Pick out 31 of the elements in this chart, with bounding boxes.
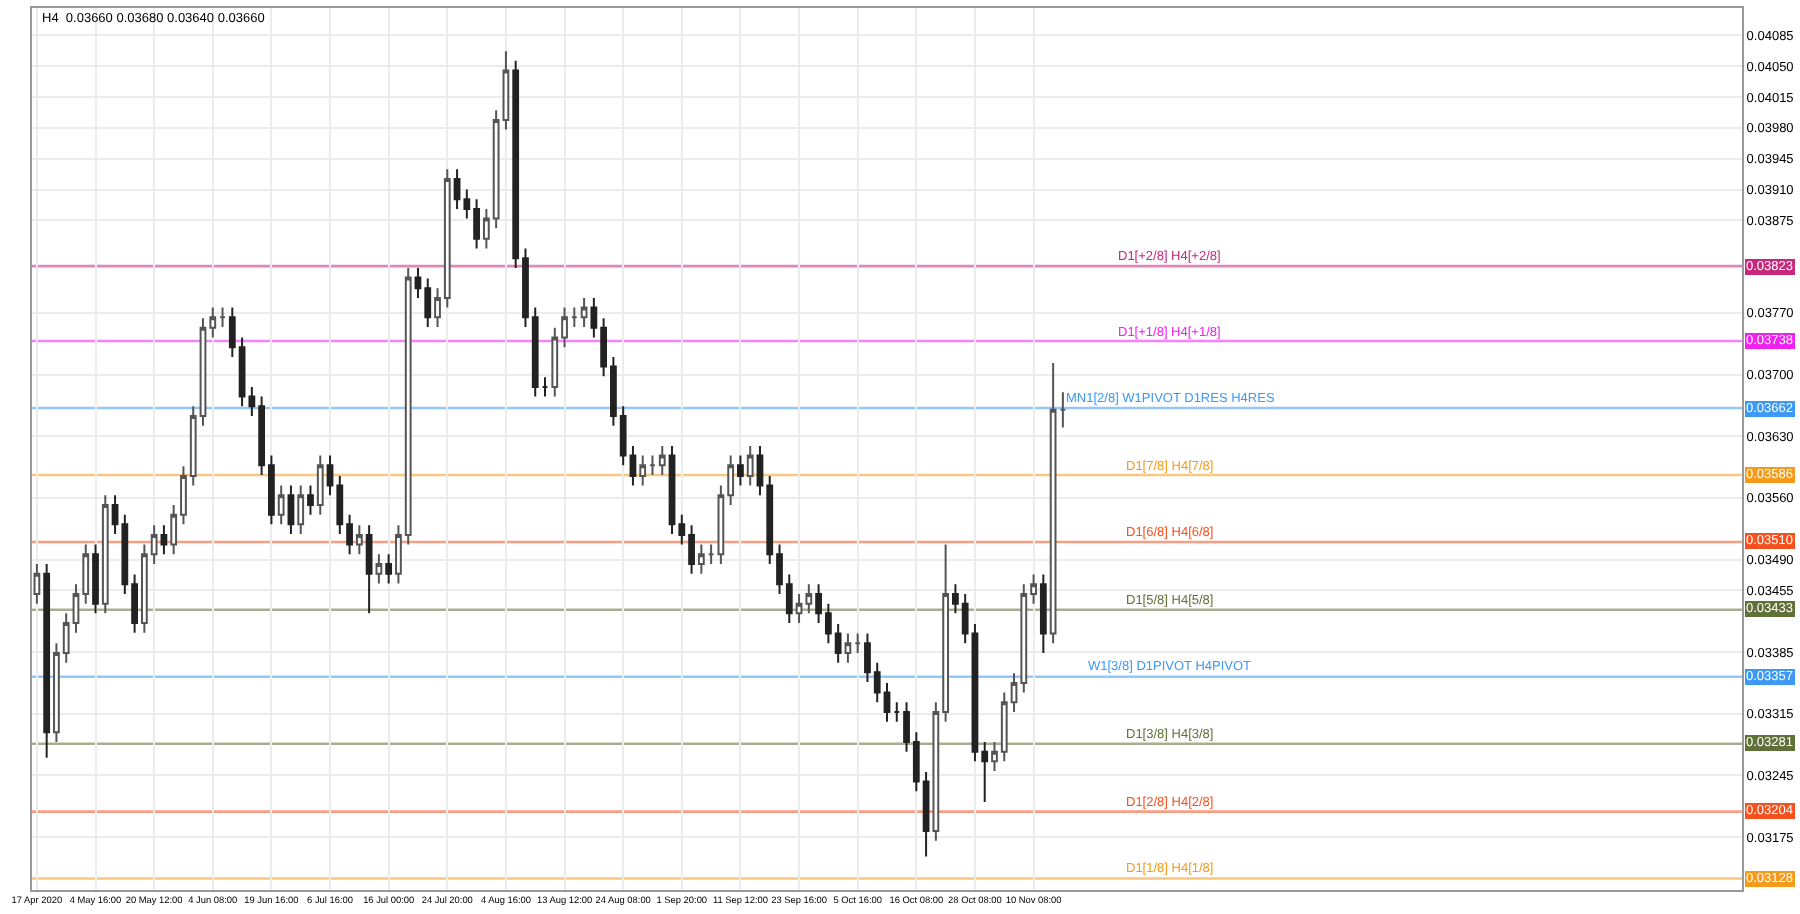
candlestick: [365, 524, 373, 615]
candlestick: [33, 562, 41, 605]
candlestick: [316, 454, 324, 516]
candlestick: [92, 543, 99, 615]
candlestick: [1059, 391, 1067, 429]
candlestick: [277, 484, 285, 526]
candlestick: [160, 524, 168, 556]
candlestick: [375, 553, 383, 585]
candlestick: [639, 454, 647, 487]
candlestick: [385, 553, 393, 585]
candlestick: [737, 454, 744, 487]
candlestick: [1039, 573, 1047, 654]
candlestick: [658, 444, 666, 476]
candlestick: [307, 484, 314, 516]
candlestick: [43, 562, 51, 759]
candlestick: [570, 306, 578, 328]
candlestick: [854, 632, 862, 654]
candlestick: [219, 306, 226, 328]
candlestick: [649, 454, 656, 476]
candlestick: [707, 543, 715, 565]
candlestick: [893, 701, 901, 723]
candlestick: [697, 543, 705, 575]
candlestick: [541, 376, 549, 398]
candlestick: [355, 524, 363, 556]
candlestick: [287, 484, 295, 536]
candlestick: [1049, 362, 1057, 645]
candlestick: [746, 444, 754, 487]
candlestick: [844, 632, 852, 664]
candlestick: [297, 484, 305, 536]
candlestick: [580, 296, 588, 328]
candlestick: [101, 494, 109, 615]
